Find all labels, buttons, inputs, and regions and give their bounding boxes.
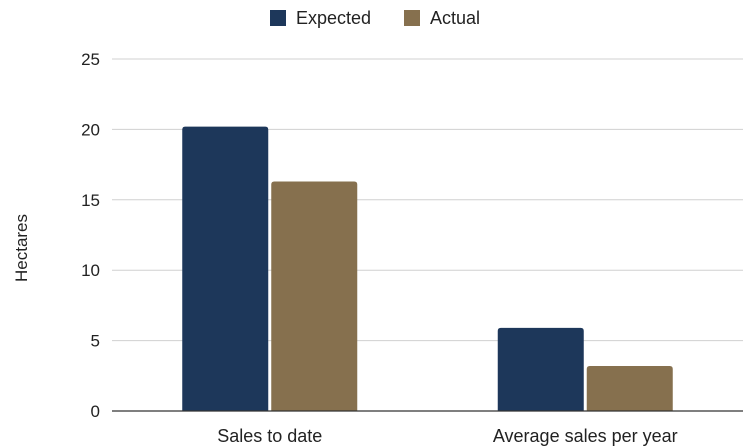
y-tick-label: 25	[81, 50, 100, 69]
y-tick-label: 10	[81, 261, 100, 280]
y-tick-label: 20	[81, 120, 100, 139]
legend-label-actual: Actual	[430, 8, 480, 28]
bar-actual-0	[271, 181, 358, 411]
y-tick-label: 5	[91, 332, 100, 351]
legend-swatch-expected	[270, 10, 286, 26]
bars	[182, 126, 673, 412]
x-category-label: Average sales per year	[493, 426, 678, 446]
legend-label-expected: Expected	[296, 8, 371, 28]
x-category-label: Sales to date	[217, 426, 322, 446]
bar-expected-1	[497, 327, 584, 411]
bar-expected-0	[182, 126, 269, 412]
y-axis-title: Hectares	[12, 214, 31, 282]
legend-swatch-actual	[404, 10, 420, 26]
y-tick-label: 0	[91, 402, 100, 421]
y-axis-ticks: 0 5 10 15 20 25	[81, 50, 100, 421]
legend: Expected Actual	[270, 8, 480, 28]
y-tick-label: 15	[81, 191, 100, 210]
x-axis-labels: Sales to date Average sales per year	[217, 426, 677, 446]
bar-actual-1	[586, 365, 673, 411]
